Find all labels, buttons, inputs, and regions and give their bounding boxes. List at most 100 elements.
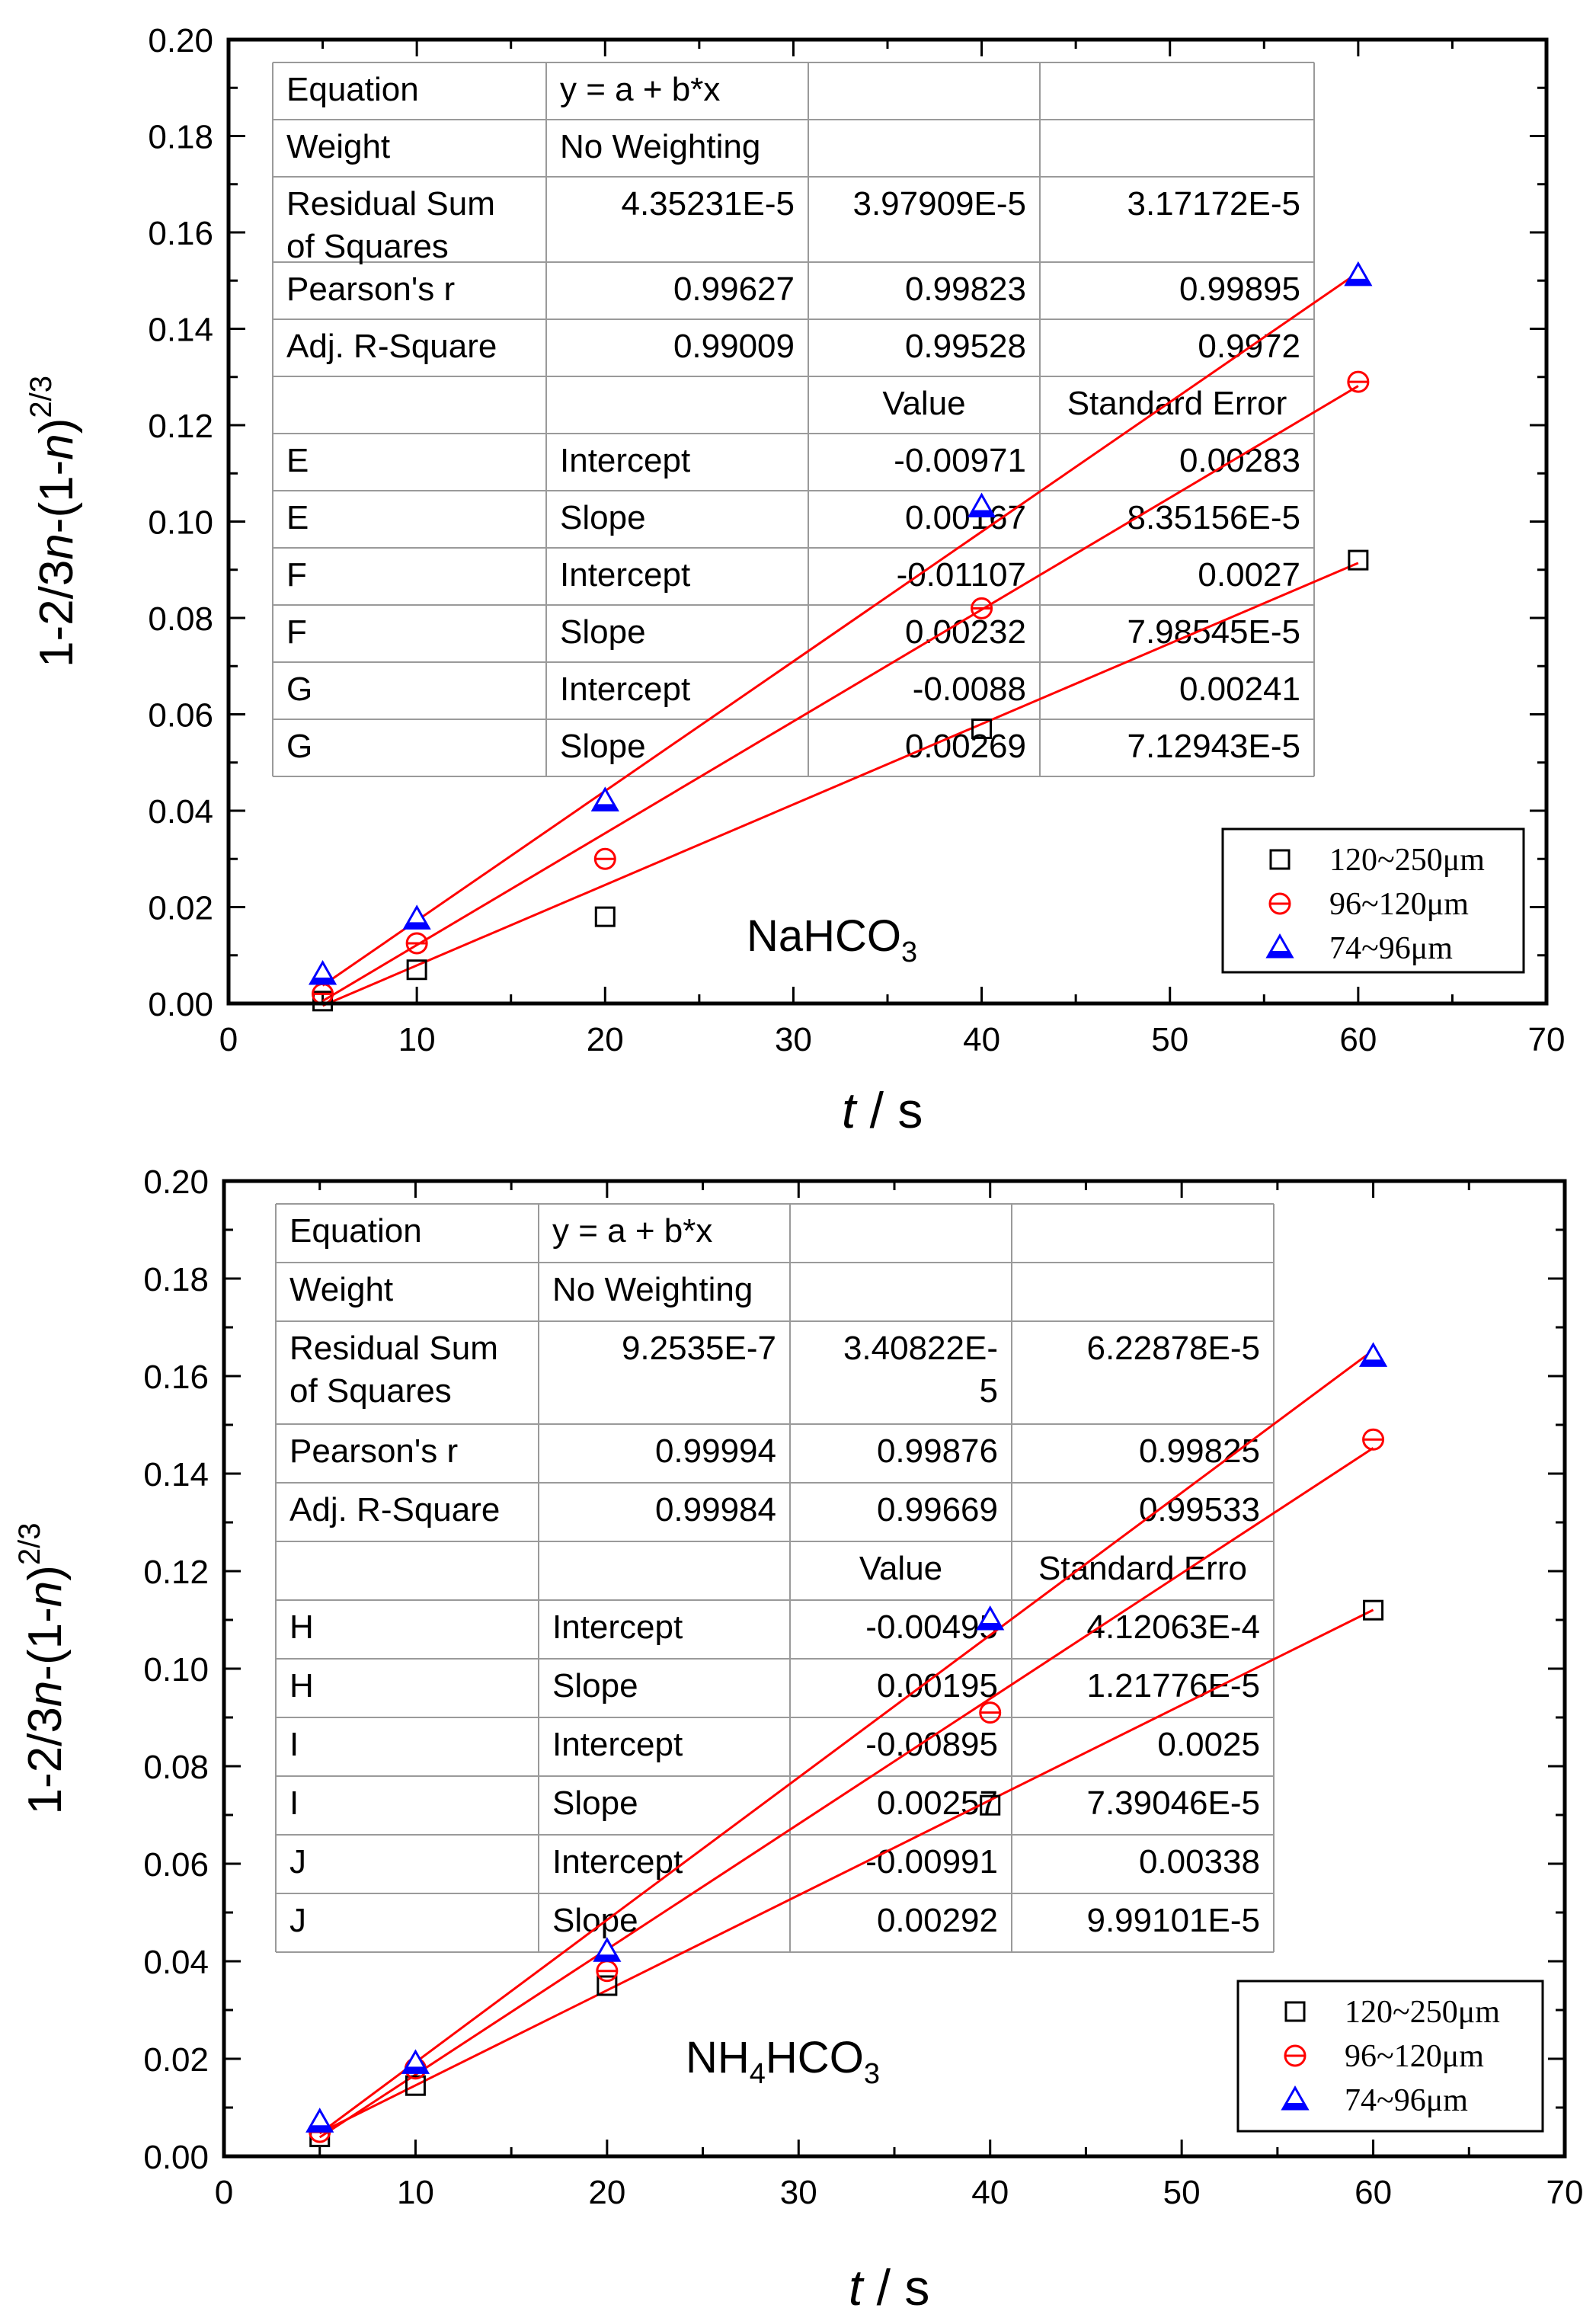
data-point-triangle: [976, 1605, 1005, 1631]
legend-marker-square: [1269, 849, 1291, 870]
fit-stats-table: Equation y = a + b*x Weight No Weighting Res…: [272, 62, 1315, 777]
data-point-square: [1363, 1599, 1384, 1621]
y-axis-label: 1-2/3n-(1-n)2/3: [24, 376, 83, 667]
table-cell: 0.99984: [655, 1491, 776, 1528]
legend-label: 96~120μm: [1345, 2039, 1484, 2074]
x-tick-label: 10: [398, 1021, 436, 1058]
table-cell: J: [289, 1902, 306, 1939]
table-cell: 0.00241: [1179, 671, 1300, 708]
table-cell: 0.00257: [877, 1784, 998, 1822]
y-tick-label: 0.12: [143, 1554, 209, 1591]
table-cell: 0.99528: [905, 328, 1026, 365]
table-cell: 7.12943E-5: [1127, 728, 1300, 765]
table-cell: 0.00167: [905, 499, 1026, 536]
table-cell: 0.99895: [1179, 270, 1300, 308]
table-cell: Adj. R-Square: [289, 1491, 500, 1528]
legend-label: 120~250μm: [1345, 1995, 1500, 2030]
table-cell: -0.00971: [894, 442, 1026, 479]
table-cell: 9.99101E-5: [1086, 1902, 1260, 1939]
table-cell: -0.0088: [913, 671, 1026, 708]
compound-label: NH4HCO3: [686, 2033, 880, 2090]
y-tick-label: 0.14: [148, 312, 213, 349]
y-tick-label: 0.04: [143, 1944, 209, 1981]
y-tick-label: 0.06: [148, 697, 213, 735]
table-cell: 6.22878E-5: [1086, 1330, 1260, 1367]
table-cell: Intercept: [560, 671, 690, 708]
table-cell: 1.21776E-5: [1086, 1667, 1260, 1704]
legend: 120~250μm 96~120μm 74~96μm: [1236, 1980, 1544, 2133]
y-tick-label: 0.10: [143, 1651, 209, 1688]
y-tick-label: 0.08: [148, 600, 213, 638]
chart-panel-1: 0 10 20 30 40 50 60 70 0.00 0.02 0.04 0.06 0.08 0.10 0…: [24, 22, 1565, 1138]
table-cell: 0.99009: [673, 328, 795, 365]
table-cell: 0.00292: [877, 1902, 998, 1939]
table-cell: -0.01107: [897, 556, 1026, 594]
y-tick-label: 0.00: [148, 986, 213, 1023]
x-tick-label: 40: [963, 1021, 1000, 1058]
y-tick-label: 0.06: [143, 1846, 209, 1884]
table-cell: Adj. R-Square: [286, 328, 497, 365]
table-cell: Pearson's r: [286, 270, 455, 308]
data-point-square: [312, 991, 334, 1012]
table-cell: 8.35156E-5: [1127, 499, 1300, 536]
y-tick-label: 0.02: [143, 2041, 209, 2079]
data-point-circle: [405, 932, 428, 955]
data-point-triangle: [401, 2049, 430, 2074]
x-tick-label: 0: [215, 2174, 233, 2211]
table-cell: 0.0027: [1198, 556, 1300, 594]
data-point-circle: [979, 1701, 1002, 1724]
table-cell: E: [286, 442, 309, 479]
table-cell: Slope: [552, 1667, 638, 1704]
table-cell: Equation: [286, 71, 419, 108]
data-point-triangle: [590, 786, 619, 811]
y-tick-label: 0.20: [143, 1164, 209, 1201]
table-cell: 0.99825: [1139, 1432, 1260, 1470]
table-cell: Value: [859, 1550, 942, 1587]
y-tick-label: 0.10: [148, 504, 213, 542]
y-tick-label: 0.08: [143, 1749, 209, 1786]
legend-label: 96~120μm: [1329, 887, 1469, 922]
data-point-circle: [971, 597, 993, 619]
table-cell: y = a + b*x: [560, 71, 720, 108]
table-cell: Slope: [560, 613, 646, 651]
table-cell: No Weighting: [560, 128, 760, 165]
y-tick-label: 0.16: [148, 215, 213, 252]
data-point-triangle: [308, 960, 337, 985]
data-point-square: [980, 1794, 1001, 1816]
x-axis-label: t / s: [842, 1082, 923, 1138]
y-tick-label: 0.00: [143, 2139, 209, 2176]
y-tick-label: 0.14: [143, 1456, 209, 1493]
x-tick-label: 40: [971, 2174, 1009, 2211]
x-tick-label: 60: [1355, 2174, 1392, 2211]
y-tick-label: 0.18: [143, 1261, 209, 1298]
legend-label: 74~96μm: [1329, 931, 1453, 966]
table-cell: 0.99876: [877, 1432, 998, 1470]
table-cell: H: [289, 1667, 314, 1704]
y-tick-label: 0.12: [148, 408, 213, 445]
data-point-square: [594, 906, 616, 927]
legend-label: 74~96μm: [1345, 2083, 1468, 2118]
x-tick-label: 50: [1151, 1021, 1188, 1058]
table-cell: F: [286, 613, 307, 651]
x-tick-label: 70: [1546, 2174, 1584, 2211]
data-point-square: [1348, 549, 1369, 571]
fit-line: [321, 385, 1359, 1002]
table-cell: Intercept: [552, 1843, 683, 1880]
data-point-triangle: [1344, 261, 1373, 286]
data-point-square: [405, 2075, 426, 2096]
fit-line: [318, 1349, 1374, 2135]
fit-line: [318, 1447, 1374, 2139]
table-cell: Pearson's r: [289, 1432, 458, 1470]
data-point-circle: [1362, 1428, 1385, 1451]
data-point-triangle: [1358, 1342, 1388, 1367]
table-cell: Intercept: [552, 1608, 683, 1646]
table-cell: 3.17172E-5: [1127, 185, 1300, 222]
table-cell: 0.99994: [655, 1432, 776, 1470]
x-tick-label: 60: [1339, 1021, 1377, 1058]
table-cell: Slope: [552, 1784, 638, 1822]
data-point-square: [597, 1975, 618, 1996]
table-cell: 0.00338: [1139, 1843, 1260, 1880]
table-cell: 3.97909E-5: [852, 185, 1026, 222]
fit-line: [319, 1608, 1374, 2134]
table-cell: Value: [882, 385, 965, 422]
